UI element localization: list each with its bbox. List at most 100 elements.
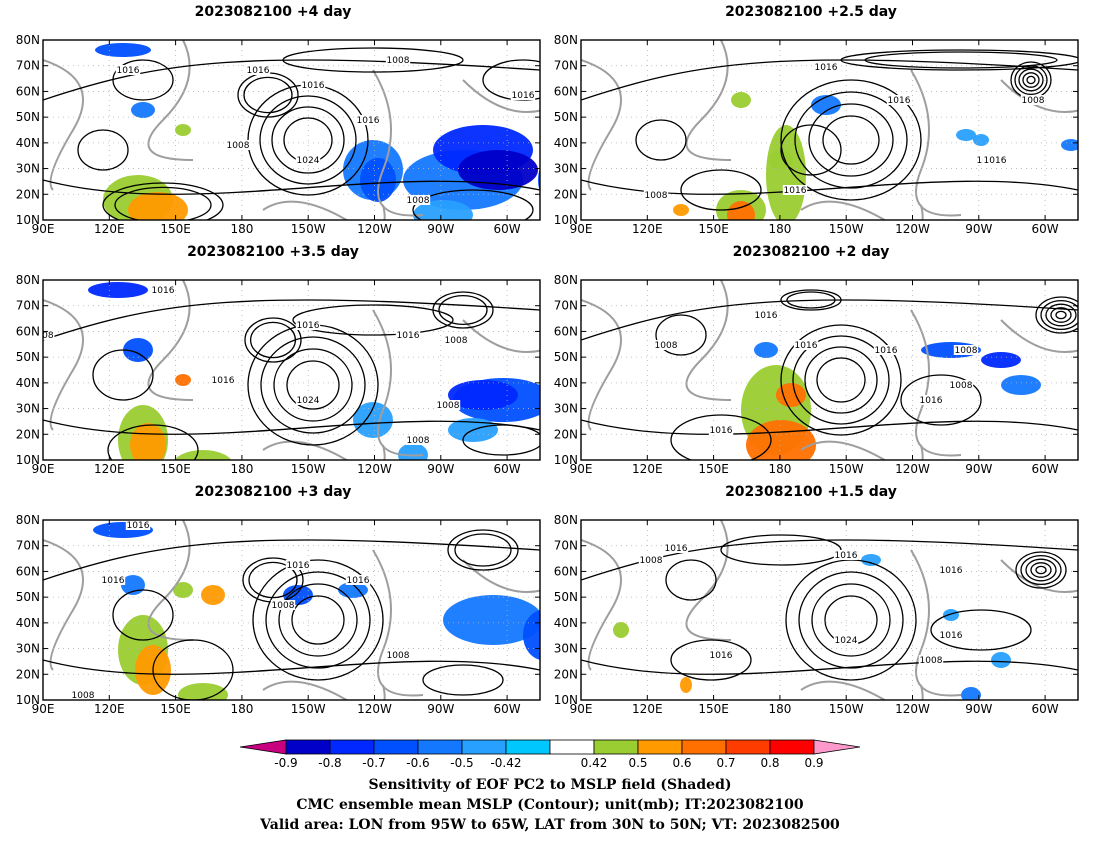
colorbar-box [329,739,375,755]
panel-title: 2023082100 +4 day [194,4,352,20]
sensitivity-shading [123,338,153,362]
isobar-label-bg [150,285,176,295]
isobar-contour [412,189,534,220]
latitude-label: 80N [16,273,40,287]
map-frame [580,279,1079,461]
latitude-label: 50N [16,110,40,124]
longitude-label: 60W [494,702,521,716]
longitude-label: 120E [94,222,125,236]
latitude-label: 40N [16,616,40,630]
sensitivity-shading [1061,139,1078,151]
isobar-label-bg [125,520,151,530]
isobar-label-bg [210,375,236,385]
coastline [800,680,924,700]
isobar-label: 1016 [357,116,380,126]
isobar-label-bg [510,90,536,100]
latitude-label: 60N [554,84,578,98]
isobar-contour [1030,562,1052,578]
longitude-label: 120W [357,462,392,476]
isobar-label-bg [225,140,251,150]
isobar-contour [581,59,1078,101]
latitude-label: 80N [554,33,578,47]
isobar-contour [780,124,842,176]
isobar-label: 1016 [247,66,270,76]
isobar-label: 1016 [665,544,688,554]
coastline [372,69,424,217]
panel-title: 2023082100 +2.5 day [725,4,897,20]
latitude-label: 50N [16,350,40,364]
sensitivity-shading [360,158,396,202]
isobar-label-bg [609,470,633,480]
latitude-label: 80N [554,513,578,527]
latitude-label: 10N [16,693,40,707]
colorbar-label: -0.7 [362,756,385,770]
isobar-label-bg [245,65,271,75]
colorbar-label: 0.6 [672,756,691,770]
latitude-label: 10N [16,213,40,227]
map-panel-3: 2023082100 +3.5 day 1016 008 1016 1016 1008 1… [3,244,543,484]
coastline [262,440,386,460]
longitude-label: 90W [427,462,454,476]
isobar-label-bg [982,155,1008,165]
latitude-label: 50N [554,110,578,124]
isobar-label: 1024 [297,396,320,406]
isobar-label-bg [708,650,734,660]
coastline [581,299,622,431]
longitude-label: 90E [570,462,593,476]
latitude-label: 30N [16,642,40,656]
isobar-contour [422,664,504,696]
isobar-contour [581,659,1078,675]
colorbar-label: 0.5 [628,756,647,770]
isobar-label: 1008 [407,196,430,206]
latitude-label: 70N [554,539,578,553]
longitude-label: 90W [965,222,992,236]
isobar-label-bg [385,650,411,660]
sensitivity-shading [178,683,228,700]
latitude-label: 50N [554,350,578,364]
isobar-label: 1008 [610,471,633,481]
colorbar-box [769,739,815,755]
map-plot: 1016 008 1016 1016 1008 1024 1008 1016 1008 80N 70… [16,273,541,476]
longitude-label: 90E [32,222,55,236]
isobar-contour [292,304,454,336]
isobar-label: 1008 [407,436,430,446]
longitude-label: 180 [230,702,253,716]
isobar-label-bg [663,543,689,553]
coastline [43,539,84,671]
sensitivity-shading [95,43,151,57]
isobar-contour [930,609,1032,651]
colorbar-box [417,739,463,755]
isobar-label: 1016 [755,311,778,321]
sensitivity-shading [766,125,806,220]
isobar-label-bg [833,635,859,645]
longitude-label: 150E [698,462,729,476]
isobar-contour [260,336,366,434]
isobar-contour [43,659,540,675]
map-panel-5: 2023082100 +3 day 1016 1016 1016 1016 1008 10… [3,484,543,724]
caption-line-2: CMC ensemble mean MSLP (Contour); unit(m… [296,797,804,813]
colorbar-label: 0.42 [581,756,608,770]
sensitivity-shading [613,622,629,638]
isobar-label: 1016 [920,396,943,406]
map-panel-6: 2023082100 +1.5 day 1016 1008 1016 1016 1024… [541,484,1081,724]
isobar-contour [1018,68,1044,92]
latitude-label: 30N [554,642,578,656]
coastline [462,319,540,400]
longitude-label: 150W [291,222,326,236]
sensitivity-shading [174,450,232,460]
panel-title: 2023082100 +1.5 day [725,484,897,500]
isobar-label: 1016 [815,63,838,73]
isobar-label: 1016 [347,576,370,586]
isobar-contour [1055,310,1067,320]
coastline [910,69,962,217]
sensitivity-shading [1001,375,1041,395]
map-field: 1016 1016 1016 1016 1008 1008 1008 [43,520,540,700]
isobar-label: 008 [36,331,53,341]
isobar-label-bg [300,80,326,90]
coastline [581,59,622,191]
isobar-label-bg [385,55,411,65]
isobar-label: 1016 [984,156,1007,166]
panel-title: 2023082100 +2 day [732,244,890,260]
coastline [1000,319,1078,400]
